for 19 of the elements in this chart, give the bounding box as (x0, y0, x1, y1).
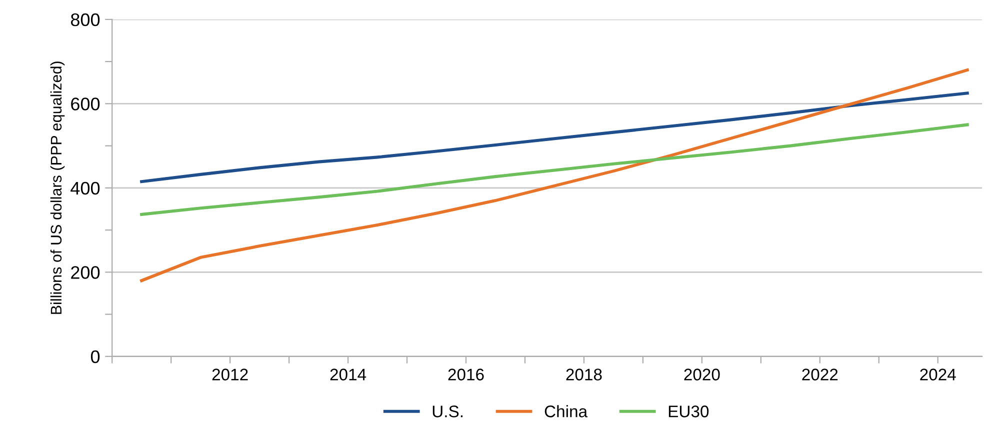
legend-label: U.S. (432, 406, 462, 418)
line-series (140, 68, 969, 282)
legend-label: China (544, 405, 588, 418)
x-tick-label: 2020 (684, 368, 720, 380)
y-tick-label: 600 (71, 98, 100, 110)
x-tick-label: 2022 (802, 368, 838, 380)
line-series (140, 92, 969, 184)
y-axis-title: Billions of US dollars (PPP equalized) (50, 62, 65, 314)
y-tick-label: 0 (90, 350, 100, 364)
x-tick-label: 2016 (448, 368, 484, 380)
y-tick-label: 400 (70, 182, 100, 195)
x-tick-label: 2024 (920, 368, 956, 380)
legend-label: EU30 (668, 406, 709, 418)
y-tick-label: 200 (71, 266, 100, 279)
x-tick-label: 2012 (212, 368, 248, 380)
line-series (140, 123, 969, 216)
x-tick-label: 2014 (330, 368, 366, 380)
y-tick-label: 800 (70, 13, 100, 26)
x-tick-label: 2018 (566, 368, 602, 380)
